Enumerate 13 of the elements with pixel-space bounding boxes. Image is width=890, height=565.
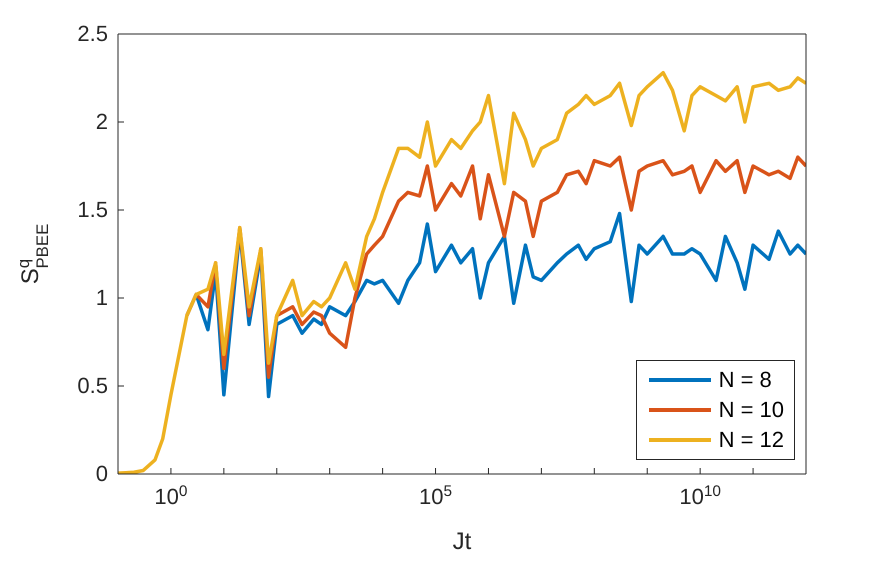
y-tick-label: 2 <box>96 109 108 134</box>
legend-label: N = 8 <box>718 367 772 393</box>
y-tick-label: 1 <box>96 285 108 310</box>
x-tick-label: 10$^{10}$ <box>679 482 721 509</box>
x-axis-title: Jt <box>452 528 472 555</box>
y-tick-label: 0.5 <box>77 373 108 398</box>
y-tick-label: 2.5 <box>77 21 108 46</box>
legend-label: N = 10 <box>718 397 784 423</box>
x-tick-label: 10$^{0}$ <box>154 482 188 509</box>
y-tick-label: 0 <box>96 461 108 486</box>
x-tick-label: 10$^{5}$ <box>419 482 452 509</box>
y-tick-label: 1.5 <box>77 197 108 222</box>
legend-label: N = 12 <box>718 427 784 453</box>
